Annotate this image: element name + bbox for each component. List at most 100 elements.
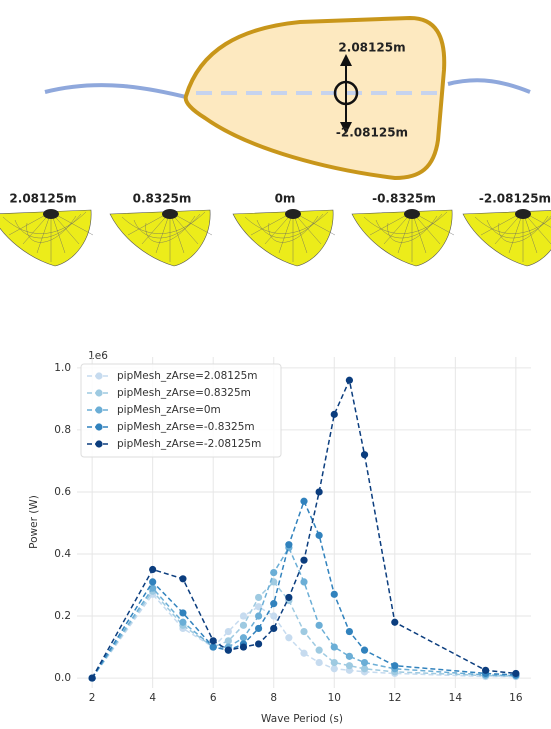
series-point (225, 628, 232, 635)
series-point (270, 625, 277, 632)
y-axis-label: Power (W) (28, 495, 40, 549)
x-tick-label: 4 (149, 692, 156, 704)
series-point (225, 647, 232, 654)
mesh-hub (404, 209, 420, 219)
series-point (346, 662, 353, 669)
legend-marker (95, 423, 102, 430)
mesh (233, 209, 335, 266)
series-point (300, 498, 307, 505)
series-point (285, 594, 292, 601)
figure: 2.08125m -2.08125m 2.08125m 0.8325m 0m -0.8… (0, 0, 551, 729)
legend-label: pipMesh_zArse=-2.08125m (117, 438, 261, 450)
y-tick-label: 0.4 (54, 548, 71, 560)
mesh-label: 0m (275, 192, 296, 206)
series-point (179, 619, 186, 626)
mesh (463, 209, 551, 266)
upper-label: 2.08125m (338, 41, 405, 55)
series-point (240, 643, 247, 650)
series-point (179, 609, 186, 616)
series-point (346, 628, 353, 635)
series-point (316, 532, 323, 539)
series-point (346, 377, 353, 384)
series-point (316, 647, 323, 654)
series-point (300, 628, 307, 635)
mesh-label: -0.8325m (372, 192, 436, 206)
series-point (89, 674, 96, 681)
mesh-hub (162, 209, 178, 219)
mesh-label: 0.8325m (133, 192, 192, 206)
mesh (352, 209, 454, 266)
mesh (0, 209, 93, 266)
series-point (270, 600, 277, 607)
legend-label: pipMesh_zArse=0m (117, 404, 221, 416)
series-point (361, 647, 368, 654)
wave (448, 80, 530, 92)
legend-marker (95, 372, 102, 379)
series-point (285, 541, 292, 548)
legend-label: pipMesh_zArse=-0.8325m (117, 421, 255, 433)
series-point (391, 662, 398, 669)
wave (45, 85, 190, 98)
legend-marker (95, 406, 102, 413)
series-point (482, 667, 489, 674)
mesh-hub (285, 209, 301, 219)
y-tick-label: 0.8 (54, 424, 71, 436)
series-point (240, 612, 247, 619)
y-tick-label: 1.0 (54, 362, 71, 374)
series-point (346, 653, 353, 660)
series-point (512, 670, 519, 677)
series-point (361, 659, 368, 666)
y-tick-label: 0.0 (54, 672, 71, 684)
buoy-diagram: 2.08125m -2.08125m (45, 18, 530, 178)
x-tick-label: 12 (388, 692, 401, 704)
series-point (210, 643, 217, 650)
series-point (331, 665, 338, 672)
legend-label: pipMesh_zArse=2.08125m (117, 370, 258, 382)
series-point (361, 665, 368, 672)
x-tick-label: 6 (210, 692, 217, 704)
series-point (300, 650, 307, 657)
offset-label: 1e6 (88, 350, 108, 362)
series-point (255, 612, 262, 619)
series-point (240, 634, 247, 641)
series-point (316, 622, 323, 629)
x-tick-label: 2 (89, 692, 96, 704)
x-tick-label: 8 (270, 692, 277, 704)
series-point (331, 659, 338, 666)
x-tick-label: 14 (449, 692, 463, 704)
y-tick-label: 0.6 (54, 486, 71, 498)
mesh-body (463, 210, 551, 266)
y-tick-label: 0.2 (54, 610, 71, 622)
series-point (331, 591, 338, 598)
series-point (285, 634, 292, 641)
mesh-hub (43, 209, 59, 219)
series-point (331, 643, 338, 650)
series-point (316, 659, 323, 666)
series-point (300, 578, 307, 585)
mesh-hub (515, 209, 531, 219)
series-point (210, 637, 217, 644)
series-point (316, 488, 323, 495)
series-point (331, 411, 338, 418)
series-point (255, 640, 262, 647)
series-point (240, 622, 247, 629)
mesh (110, 209, 212, 266)
series-point (149, 578, 156, 585)
series-point (225, 637, 232, 644)
series-line (92, 548, 516, 678)
x-axis-label: Wave Period (s) (261, 713, 343, 725)
legend-label: pipMesh_zArse=0.8325m (117, 387, 251, 399)
series-point (361, 451, 368, 458)
series-point (179, 575, 186, 582)
series-point (391, 619, 398, 626)
mesh-row: 2.08125m0.8325m0m-0.8325m-2.08125m (0, 192, 551, 267)
x-tick-label: 16 (509, 692, 523, 704)
legend-marker (95, 389, 102, 396)
series-point (149, 585, 156, 592)
series-point (270, 612, 277, 619)
series-point (300, 557, 307, 564)
mesh-label: -2.08125m (479, 192, 551, 206)
series-point (255, 594, 262, 601)
series-point (270, 569, 277, 576)
